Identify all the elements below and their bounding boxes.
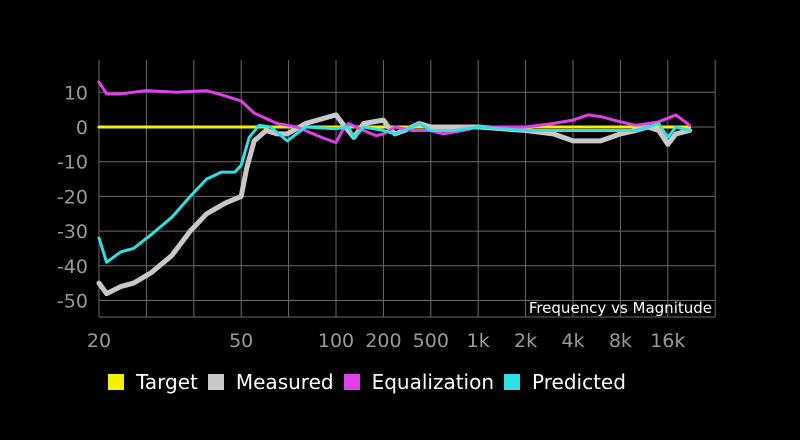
legend-swatch	[108, 374, 124, 390]
legend-label: Measured	[235, 370, 334, 394]
legend-item-predicted: Predicted	[504, 370, 626, 394]
y-tick-label: 10	[64, 82, 88, 104]
legend-item-equalization: Equalization	[343, 370, 495, 394]
x-tick-label: 50	[229, 330, 253, 352]
y-tick-label: -10	[57, 152, 88, 174]
legend-swatch	[343, 374, 360, 390]
series-line-measured	[96, 112, 693, 297]
series-lines	[96, 80, 693, 297]
y-tick-label: -50	[57, 291, 88, 313]
legend-item-target: Target	[108, 370, 198, 394]
legend-item-measured: Measured	[207, 370, 334, 394]
grid	[98, 60, 716, 318]
x-tick-label: 1k	[467, 330, 490, 352]
legend-swatch	[504, 374, 521, 390]
x-tick-label: 100	[318, 330, 354, 352]
legend-label: Equalization	[371, 370, 495, 394]
legend-label: Target	[136, 370, 198, 394]
x-tick-label: 500	[413, 330, 449, 352]
y-tick-label: -40	[57, 256, 88, 278]
chart-title: Frequency vs Magnitude	[529, 299, 712, 317]
x-tick-label: 4k	[561, 330, 584, 352]
x-axis-ticks: 20 50 100 200 500 1k 2k 4k 8k 16k	[87, 330, 685, 352]
legend: Target Measured Equalization Predicted	[108, 370, 636, 394]
y-tick-label: 0	[76, 117, 88, 139]
series-line-predicted	[97, 122, 692, 264]
x-tick-label: 2k	[514, 330, 537, 352]
x-tick-label: 20	[87, 330, 111, 352]
x-tick-label: 8k	[609, 330, 632, 352]
y-tick-label: -20	[57, 186, 88, 208]
series-line-equalization	[97, 80, 692, 145]
y-axis-ticks: 10 0 -10 -20 -30 -40 -50	[57, 82, 88, 312]
x-tick-label: 200	[365, 330, 401, 352]
legend-swatch	[207, 374, 224, 390]
legend-label: Predicted	[532, 370, 626, 394]
x-tick-label: 16k	[650, 330, 685, 352]
y-tick-label: -30	[57, 221, 88, 243]
